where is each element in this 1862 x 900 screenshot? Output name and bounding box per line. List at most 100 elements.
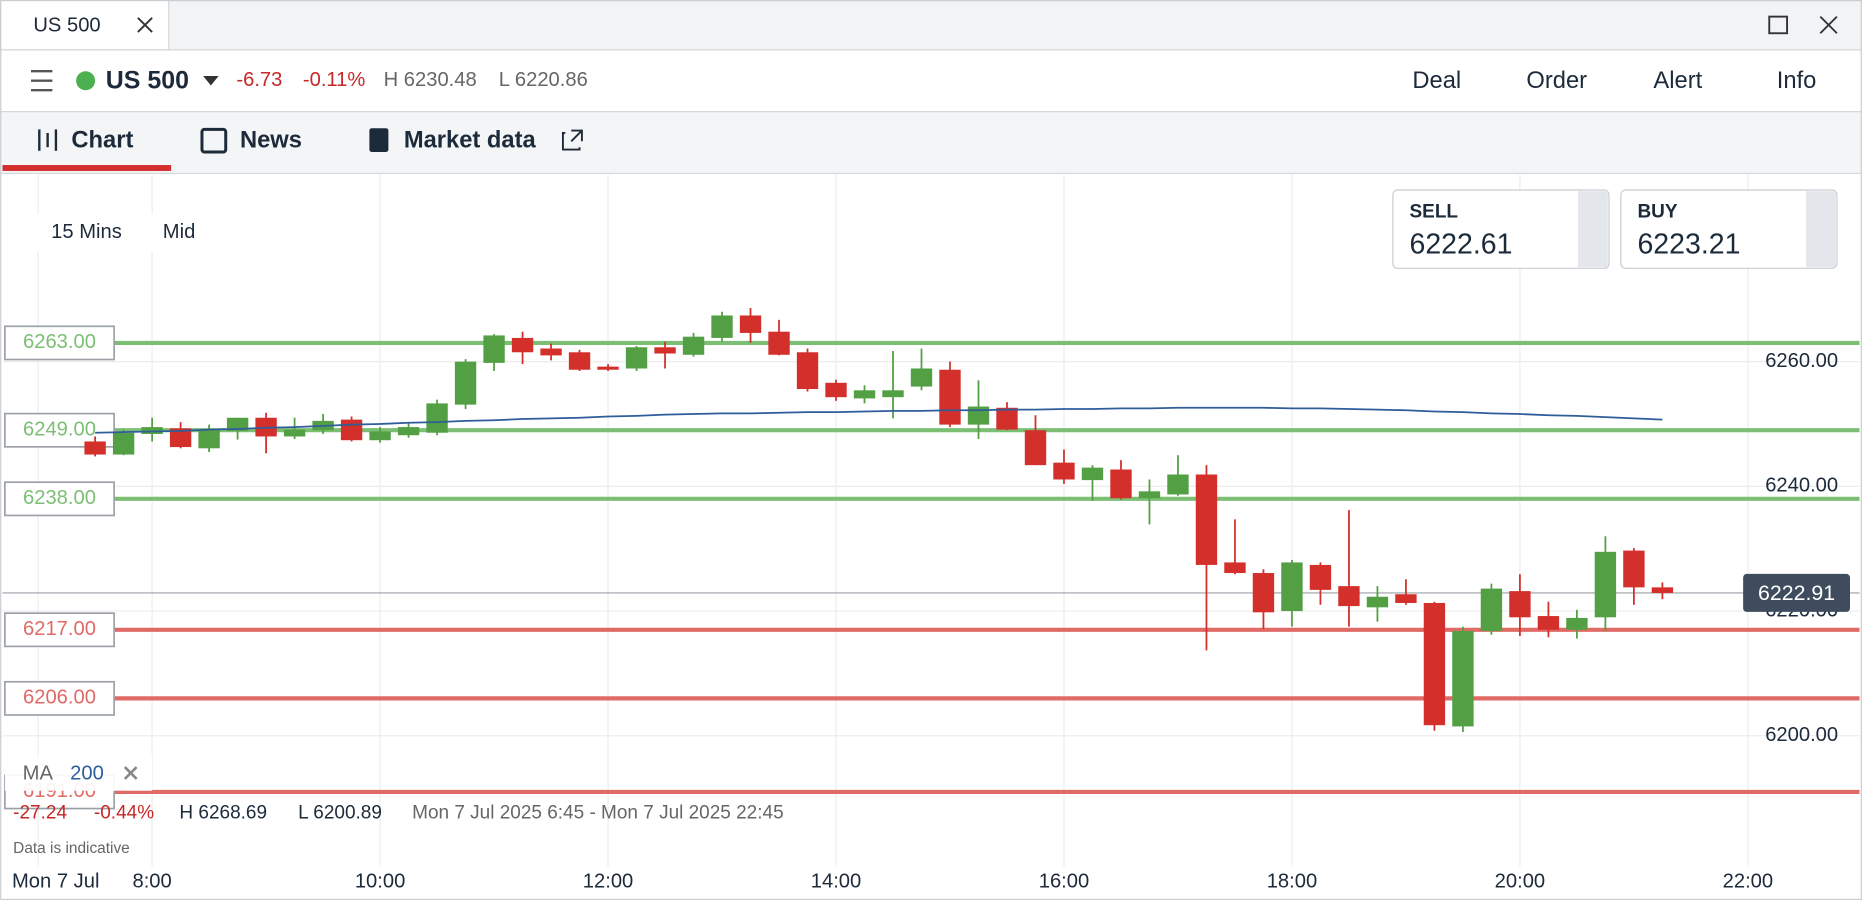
price-type[interactable]: Mid: [163, 221, 196, 243]
maximize[interactable]: [1768, 15, 1789, 35]
candle-body: [625, 347, 648, 369]
action[interactable]: Deal: [1412, 68, 1461, 94]
x-tick-label: 18:00: [1267, 871, 1317, 893]
candle-body: [597, 366, 619, 370]
y-tick-label: 6240.00: [1765, 475, 1838, 497]
chart-tab-icon: [38, 129, 58, 151]
x-tick-label: 22:00: [1723, 871, 1773, 893]
candle-body: [169, 428, 192, 448]
x-tick-label: 20:00: [1495, 871, 1545, 893]
level-label-box: [4, 612, 115, 648]
candle-body: [369, 431, 391, 441]
sell-strip: [1578, 191, 1608, 268]
candle-body: [1110, 469, 1132, 499]
candle-body: [1395, 594, 1417, 603]
buy-strip: [1806, 191, 1836, 268]
candle-body: [198, 429, 220, 449]
x-tick-label: 16:00: [1039, 871, 1089, 893]
y-tick-label: 6200.00: [1765, 724, 1838, 746]
menu-icon[interactable]: [31, 70, 53, 92]
external-link-icon: [561, 129, 583, 151]
candle-body: [1252, 573, 1275, 613]
interval-box: [35, 213, 214, 252]
tab[interactable]: News: [240, 128, 302, 154]
window-tab[interactable]: [0, 0, 170, 51]
candle-body: [1053, 462, 1075, 480]
status-dot: [76, 71, 96, 91]
stats-change: -27.24: [13, 802, 67, 823]
level-label: 6238.00: [23, 487, 96, 509]
candle-body: [1224, 562, 1246, 574]
candle-body: [511, 337, 534, 353]
candle-body: [768, 331, 790, 355]
stats-high: H 6268.69: [179, 802, 267, 823]
candle-body: [283, 429, 306, 437]
action[interactable]: Alert: [1653, 68, 1702, 94]
sell-price: 6222.61: [1409, 228, 1512, 260]
candle-body: [1452, 631, 1474, 727]
close[interactable]: [1819, 15, 1838, 34]
x-tick-label: 8:00: [132, 871, 171, 893]
candle-body: [1566, 617, 1588, 630]
tab-title: US 500: [33, 14, 100, 36]
candle-body: [1651, 587, 1674, 593]
level-label-box: [4, 481, 115, 517]
dropdown-caret[interactable]: [203, 75, 219, 86]
grid: 8:00 10:00 12:00 14:00 16:00 18:00 20:00 22:00 6…: [2, 174, 1860, 893]
candle-body: [796, 352, 819, 390]
candle-body: [1081, 467, 1104, 481]
candles: [84, 307, 1674, 733]
x-tick-label: 10:00: [355, 871, 405, 893]
level-label: 6206.00: [23, 687, 96, 709]
level-label: 6263.00: [23, 331, 96, 353]
level-label: 6249.00: [23, 419, 96, 441]
tab[interactable]: Chart: [71, 128, 133, 154]
candle-body: [454, 361, 477, 405]
candle-body: [340, 419, 363, 441]
action[interactable]: Info: [1777, 68, 1817, 94]
candle-body: [1480, 588, 1503, 632]
candle-body: [568, 352, 591, 370]
candle-body: [1338, 586, 1360, 607]
tab-close[interactable]: [137, 17, 153, 33]
buy-price: 6223.21: [1637, 228, 1740, 260]
candle-body: [853, 390, 876, 399]
instrument[interactable]: US 500: [106, 67, 189, 95]
candle-body: [1537, 616, 1560, 630]
sell-label: SELL: [1409, 202, 1458, 223]
ma-name: MA: [23, 762, 54, 784]
action[interactable]: Order: [1526, 68, 1587, 94]
ma-legend: [4, 755, 153, 791]
candle-body: [1281, 562, 1303, 612]
candle-body: [1138, 491, 1161, 499]
candle-body: [1509, 591, 1531, 618]
level-label: 6217.00: [23, 618, 96, 640]
candle-body: [682, 336, 705, 355]
interval[interactable]: 15 Mins: [51, 221, 122, 243]
ma-period: 200: [70, 762, 104, 784]
candle-body: [540, 348, 562, 356]
candle-body: [397, 427, 420, 436]
candle-body: [739, 315, 762, 333]
tab[interactable]: Market data: [404, 128, 537, 154]
candle-body: [141, 427, 163, 434]
buy-button[interactable]: [1620, 189, 1838, 269]
current-price-label: 6222.91: [1758, 581, 1835, 605]
session-high: H 6230.48: [384, 69, 477, 91]
stats-low: L 6200.89: [298, 802, 382, 823]
candle-body: [1623, 550, 1645, 588]
ma-line: [95, 406, 1663, 434]
candle-body: [711, 315, 733, 338]
candle-body: [939, 369, 961, 425]
active-tab-indicator: [2, 165, 172, 171]
candle-body: [910, 368, 933, 387]
ma-remove[interactable]: [123, 766, 138, 780]
y-tick-label: 6260.00: [1765, 350, 1838, 372]
buy-label: BUY: [1637, 202, 1677, 223]
sell-button[interactable]: [1392, 189, 1610, 269]
candle-body: [112, 432, 135, 455]
stats-range: Mon 7 Jul 2025 6:45 - Mon 7 Jul 2025 22:…: [412, 802, 784, 823]
candle-body: [1309, 564, 1332, 590]
